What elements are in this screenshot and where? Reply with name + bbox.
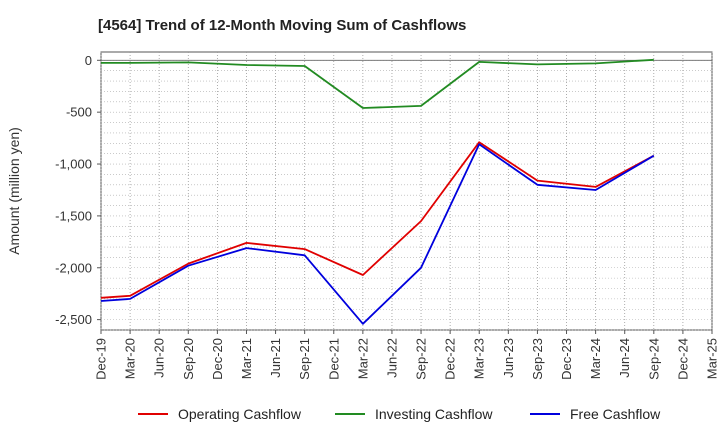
- x-tick-label: Sep-22: [414, 338, 429, 380]
- x-tick-label: Dec-20: [210, 338, 225, 380]
- x-tick-label: Jun-23: [501, 338, 516, 378]
- y-tick-label: -2,500: [55, 312, 92, 327]
- x-tick-label: Jun-24: [617, 338, 632, 378]
- y-tick-label: -2,000: [55, 260, 92, 275]
- legend-label: Investing Cashflow: [375, 406, 493, 422]
- grid: [100, 52, 713, 331]
- x-tick-label: Dec-24: [675, 338, 690, 380]
- x-tick-label: Jun-22: [384, 338, 399, 378]
- y-axis-title: Amount (million yen): [6, 127, 22, 255]
- y-tick-label: -1,000: [55, 157, 92, 172]
- x-tick-label: Mar-25: [705, 338, 720, 379]
- y-axis: 0 -500 -1,000 -1,500 -2,000 -2,500: [55, 53, 101, 327]
- series-line-operating-cashflow: [100, 141, 655, 299]
- y-tick-label: -500: [66, 105, 92, 120]
- y-tick-label: -1,500: [55, 208, 92, 223]
- x-tick-label: Sep-20: [181, 338, 196, 380]
- chart-title: [4564] Trend of 12-Month Moving Sum of C…: [98, 17, 466, 34]
- x-tick-label: Mar-21: [239, 338, 254, 379]
- x-axis: Dec-19 Mar-20 Jun-20 Sep-20 Dec-20 Mar-21 Jun-…: [94, 330, 720, 380]
- x-tick-label: Mar-22: [355, 338, 370, 379]
- series-lines: [100, 58, 655, 325]
- x-tick-label: Dec-19: [94, 338, 109, 380]
- x-tick-label: Dec-23: [559, 338, 574, 380]
- x-tick-label: Jun-21: [268, 338, 283, 378]
- series-line-investing-cashflow: [101, 58, 654, 109]
- x-tick-label: Mar-24: [588, 338, 603, 379]
- x-tick-label: Jun-20: [152, 338, 167, 378]
- x-tick-label: Sep-21: [297, 338, 312, 380]
- x-tick-label: Dec-22: [443, 338, 458, 380]
- x-tick-label: Mar-20: [123, 338, 138, 379]
- legend: Operating Cashflow Investing Cashflow Free…: [138, 406, 661, 422]
- y-tick-label: 0: [85, 53, 92, 68]
- x-tick-label: Sep-23: [530, 338, 545, 380]
- x-tick-label: Sep-24: [646, 338, 661, 380]
- x-tick-label: Mar-23: [472, 338, 487, 379]
- legend-label: Free Cashflow: [570, 406, 661, 422]
- x-tick-label: Dec-21: [326, 338, 341, 380]
- legend-label: Operating Cashflow: [178, 406, 302, 422]
- series-line-free-cashflow: [100, 143, 655, 325]
- plot-area: [100, 51, 713, 331]
